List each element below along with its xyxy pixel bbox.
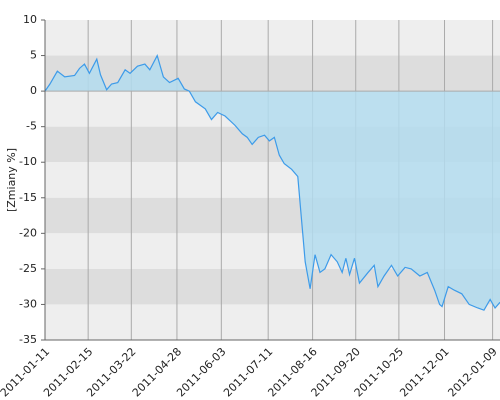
x-tick-label: 2011-12-01: [397, 345, 451, 399]
y-tick-label: -5: [26, 120, 37, 133]
y-tick-label: -25: [19, 262, 37, 275]
grid-band: [45, 268, 500, 305]
x-tick-label: 2012-01-09: [445, 345, 499, 399]
y-tick-label: 0: [30, 84, 37, 97]
y-tick-label: 10: [23, 13, 37, 26]
grid-band: [45, 304, 500, 340]
y-tick-label: -10: [19, 155, 37, 168]
y-tick-label: -30: [19, 297, 37, 310]
y-tick-label: 5: [30, 49, 37, 62]
line: [44, 53, 500, 311]
area-fill: [45, 55, 500, 311]
y-axis-label: [Zmiany %]: [5, 148, 18, 212]
y-tick-label: -35: [19, 333, 37, 346]
y-tick-label: -15: [19, 191, 37, 204]
y-tick-label: -20: [19, 226, 37, 239]
grid-band: [45, 20, 500, 56]
